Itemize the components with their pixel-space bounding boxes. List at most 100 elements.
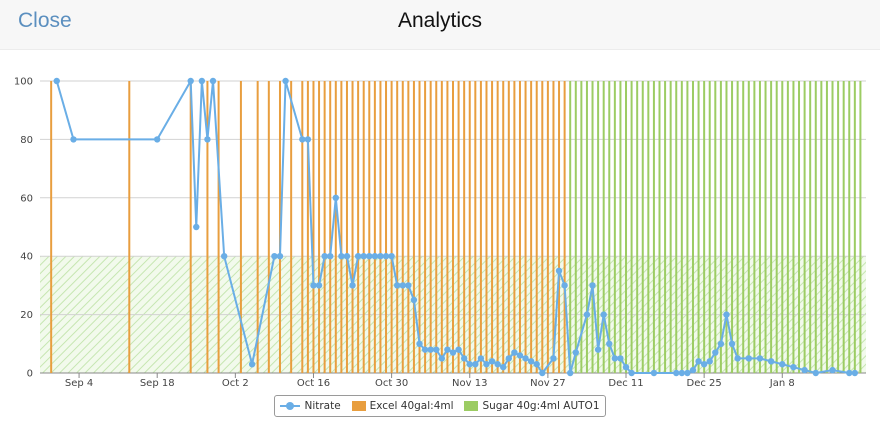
- nitrate-point: [617, 355, 624, 362]
- x-tick-label: Jan 8: [769, 378, 795, 389]
- nitrate-point: [304, 136, 312, 143]
- x-tick-label: Oct 2: [222, 378, 249, 389]
- nitrate-point: [449, 349, 457, 356]
- top-bar: Close Analytics: [0, 0, 880, 50]
- nitrate-point: [371, 253, 379, 260]
- nitrate-point: [393, 282, 401, 289]
- nitrate-point: [410, 296, 418, 304]
- nitrate-point: [606, 340, 613, 347]
- nitrate-point: [572, 349, 579, 356]
- nitrate-point: [650, 369, 658, 377]
- nitrate-swatch-icon: [280, 401, 301, 411]
- nitrate-point: [427, 346, 434, 353]
- nitrate-point: [527, 358, 535, 365]
- legend-label-nitrate: Nitrate: [304, 400, 341, 412]
- nitrate-point: [695, 358, 702, 365]
- x-tick-label: Nov 27: [530, 378, 565, 389]
- legend-item-excel[interactable]: Excel 40gal:4ml: [351, 400, 454, 412]
- nitrate-point: [829, 366, 836, 374]
- x-tick-label: Dec 25: [687, 378, 722, 389]
- close-button[interactable]: Close: [18, 9, 72, 32]
- nitrate-point: [511, 349, 518, 356]
- nitrate-point: [628, 369, 635, 377]
- legend-label-excel: Excel 40gal:4ml: [369, 400, 454, 412]
- legend-item-sugar[interactable]: Sugar 40g:4ml AUTO1: [464, 400, 600, 412]
- legend-label-sugar: Sugar 40g:4ml AUTO1: [482, 400, 600, 412]
- y-tick-label: 20: [20, 310, 33, 321]
- nitrate-point: [567, 369, 574, 377]
- nitrate-point: [382, 253, 390, 260]
- nitrate-point: [193, 223, 200, 231]
- y-tick-label: 80: [20, 135, 33, 146]
- nitrate-point: [343, 253, 351, 260]
- nitrate-point: [282, 77, 289, 85]
- nitrate-point: [455, 346, 462, 353]
- y-tick-label: 0: [27, 369, 33, 380]
- nitrate-point: [767, 358, 775, 365]
- nitrate-point: [327, 253, 334, 260]
- nitrate-point: [611, 355, 619, 362]
- nitrate-point: [399, 282, 406, 289]
- nitrate-point: [315, 282, 323, 289]
- nitrate-point: [276, 253, 284, 260]
- nitrate-point: [728, 340, 736, 347]
- nitrate-point: [466, 361, 473, 368]
- nitrate-point: [555, 267, 563, 274]
- x-tick-label: Dec 11: [608, 378, 643, 389]
- nitrate-point: [505, 355, 513, 362]
- chart-legend: Nitrate Excel 40gal:4ml Sugar 40g:4ml AU…: [274, 395, 606, 417]
- nitrate-point: [678, 369, 686, 377]
- nitrate-point: [539, 369, 546, 377]
- nitrate-point: [583, 311, 591, 318]
- nitrate-point: [700, 361, 708, 368]
- nitrate-point: [198, 77, 206, 85]
- nitrate-point: [756, 355, 764, 362]
- nitrate-point: [712, 349, 719, 356]
- nitrate-point: [779, 361, 786, 368]
- nitrate-point: [433, 346, 440, 353]
- nitrate-point: [438, 355, 446, 362]
- nitrate-point: [734, 355, 741, 362]
- nitrate-point: [812, 369, 819, 377]
- nitrate-point: [533, 361, 540, 368]
- x-tick-label: Oct 30: [375, 378, 408, 389]
- nitrate-point: [594, 346, 602, 353]
- nitrate-point: [248, 361, 256, 368]
- nitrate-point: [53, 77, 60, 85]
- nitrate-point: [600, 311, 607, 318]
- nitrate-point: [377, 253, 384, 260]
- nitrate-point: [299, 136, 306, 143]
- nitrate-point: [561, 282, 568, 289]
- nitrate-point: [706, 358, 713, 365]
- nitrate-point: [516, 352, 524, 359]
- nitrate-point: [310, 282, 317, 289]
- nitrate-point: [388, 253, 395, 260]
- y-tick-label: 100: [14, 77, 33, 88]
- nitrate-point: [500, 363, 507, 371]
- x-tick-label: Oct 16: [297, 378, 330, 389]
- nitrate-point: [187, 77, 194, 85]
- nitrate-point: [477, 355, 485, 362]
- nitrate-point: [488, 358, 496, 365]
- nitrate-point: [801, 366, 808, 374]
- legend-item-nitrate[interactable]: Nitrate: [280, 400, 341, 412]
- analytics-chart: Sep 4 Sep 18 Oct 2 Oct 16 Oct 30 Nov 13 Nov 27…: [14, 77, 866, 389]
- y-tick-label: 40: [20, 252, 33, 263]
- nitrate-point: [321, 253, 328, 260]
- page-title: Analytics: [397, 9, 483, 32]
- nitrate-point: [405, 282, 412, 289]
- nitrate-point: [472, 361, 479, 368]
- nitrate-point: [460, 355, 468, 362]
- nitrate-point: [846, 369, 853, 377]
- nitrate-point: [70, 136, 77, 143]
- nitrate-point: [271, 253, 278, 260]
- nitrate-point: [349, 282, 356, 289]
- nitrate-point: [332, 194, 339, 201]
- nitrate-point: [717, 340, 725, 347]
- nitrate-point: [444, 346, 451, 353]
- nitrate-point: [745, 355, 752, 362]
- nitrate-point: [354, 253, 362, 260]
- excel-swatch-icon: [351, 401, 366, 411]
- nitrate-point: [851, 369, 859, 377]
- nitrate-point: [684, 369, 691, 377]
